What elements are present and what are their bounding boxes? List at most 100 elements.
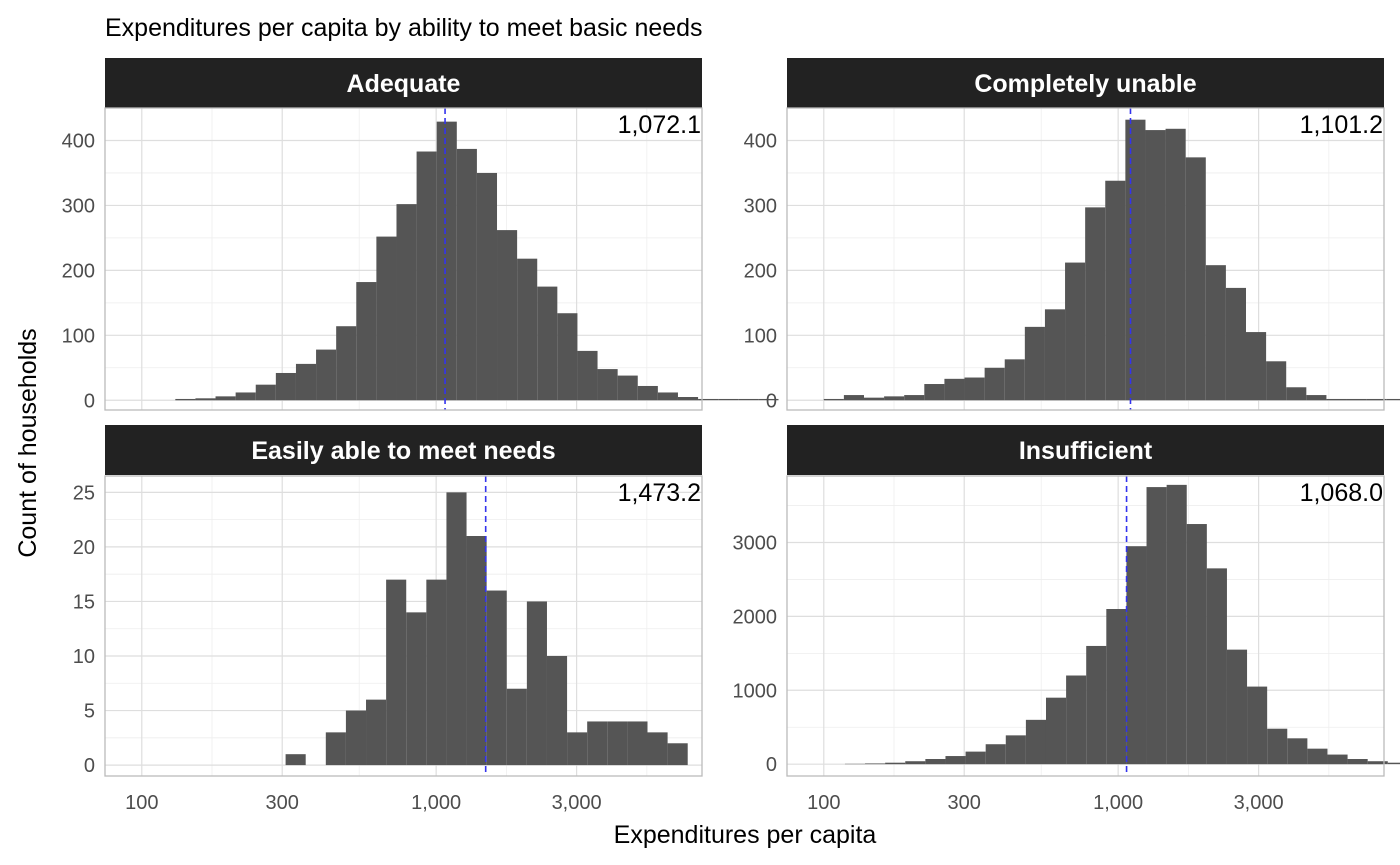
facet-panel: Adequate 1,072.1 0 100 200 300 400: [62, 58, 779, 412]
histogram-bar: [863, 397, 885, 401]
median-label: 1,101.2: [1300, 111, 1383, 139]
histogram-bar: [1126, 546, 1147, 765]
facet-strip-label: Completely unable: [974, 70, 1196, 98]
histogram-bar: [843, 395, 864, 401]
histogram-bar: [426, 579, 447, 766]
histogram-bar: [1387, 762, 1400, 765]
histogram-bar: [476, 172, 498, 401]
histogram-bar: [1225, 287, 1247, 401]
histogram-bar: [436, 121, 457, 401]
y-tick-label: 25: [73, 482, 95, 504]
histogram-bar: [366, 699, 387, 766]
histogram-bar: [905, 761, 926, 765]
histogram-bar: [497, 230, 518, 401]
histogram-bar: [1367, 761, 1388, 765]
histogram-bar: [1186, 524, 1207, 765]
y-tick-label: 300: [744, 195, 777, 217]
histogram-bar: [1085, 207, 1106, 401]
histogram-bar: [945, 756, 966, 765]
facet-strip-label: Adequate: [347, 70, 461, 98]
y-tick-label: 400: [744, 130, 777, 152]
histogram-bar: [195, 398, 216, 401]
histogram-bar: [1044, 309, 1066, 401]
y-tick-label: 300: [62, 195, 95, 217]
x-tick-label: 100: [125, 792, 158, 814]
x-tick-label: 3,000: [1234, 792, 1284, 814]
x-tick-label: 1,000: [411, 792, 461, 814]
x-tick-label: 3,000: [552, 792, 602, 814]
facet-panel: Easily able to meet needs 1,473.2 0 5 10 15 20…: [73, 425, 703, 814]
panel-border: [786, 475, 1385, 777]
histogram-bar: [1166, 484, 1187, 765]
facet-strip: [105, 58, 702, 108]
y-tick-label: 0: [766, 390, 777, 412]
histogram-bar: [1266, 361, 1287, 401]
histogram-bar: [718, 398, 739, 401]
histogram-bar: [325, 732, 346, 766]
histogram-bar: [985, 744, 1006, 765]
histogram-bar: [964, 377, 985, 401]
histogram-bar: [416, 151, 437, 401]
histogram-bar: [1247, 686, 1268, 765]
histogram-bar: [738, 398, 759, 401]
histogram-bar: [944, 378, 965, 401]
x-axis-title: Expenditures per capita: [614, 821, 877, 849]
histogram-bar: [345, 710, 367, 766]
histogram-bar: [1226, 649, 1248, 765]
histogram-bar: [446, 492, 467, 766]
histogram-bar: [885, 762, 906, 765]
histogram-bar: [567, 732, 588, 766]
histogram-bar: [984, 367, 1005, 401]
histogram-bar: [1366, 398, 1387, 401]
histogram-bar: [1105, 180, 1126, 401]
histogram-bar: [386, 579, 407, 766]
histogram-bar: [1065, 262, 1086, 401]
histogram-bar: [925, 759, 946, 765]
histogram-bar: [577, 350, 598, 401]
histogram-bar: [884, 396, 905, 401]
histogram-bar: [557, 313, 578, 401]
panel-border: [786, 107, 1385, 411]
x-tick-label: 100: [807, 792, 840, 814]
histogram-bar: [698, 398, 719, 401]
histogram-bar: [667, 743, 688, 766]
histogram-bar: [1185, 157, 1206, 401]
histogram-bar: [1106, 609, 1127, 765]
y-tick-label: 20: [73, 537, 95, 559]
facet-strip-label: Insufficient: [1019, 437, 1153, 465]
histogram-bar: [1286, 387, 1307, 401]
chart-title: Expenditures per capita by ability to me…: [105, 14, 703, 42]
median-label: 1,072.1: [618, 111, 701, 139]
histogram-bar: [295, 363, 317, 401]
histogram-bar: [617, 375, 638, 401]
facet-strip: [105, 425, 702, 475]
facet-strip: [787, 58, 1384, 108]
median-label: 1,473.2: [618, 479, 701, 507]
histogram-bar: [1086, 645, 1107, 765]
histogram-bar: [215, 396, 236, 401]
histogram-bar: [396, 204, 417, 401]
histogram-bar: [506, 688, 527, 766]
facet-panel: Completely unable 1,101.2 0 100 200 300 400: [744, 58, 1400, 412]
histogram-bar: [456, 148, 477, 401]
x-tick-label: 300: [948, 792, 981, 814]
histogram-bar: [275, 372, 296, 401]
histogram-bar: [1246, 332, 1267, 401]
histogram-bar: [1205, 265, 1226, 401]
histogram-bar: [587, 721, 608, 766]
histogram-bar: [1145, 130, 1166, 401]
histogram-bar: [1267, 728, 1288, 765]
histogram-bar: [235, 392, 256, 401]
histogram-bar: [406, 612, 427, 766]
histogram-bar: [1165, 128, 1186, 401]
histogram-bar: [356, 282, 377, 401]
facet-strip: [787, 425, 1384, 475]
y-tick-label: 200: [744, 260, 777, 282]
histogram-bar: [175, 398, 196, 401]
histogram-bar: [1025, 719, 1046, 765]
histogram-bar: [1066, 675, 1087, 765]
y-tick-label: 0: [766, 754, 777, 776]
y-tick-label: 0: [84, 755, 95, 777]
